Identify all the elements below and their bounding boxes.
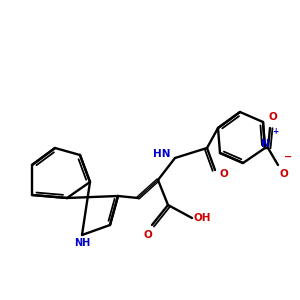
Text: NH: NH	[74, 238, 90, 248]
Text: O: O	[280, 169, 289, 179]
Text: +: +	[272, 127, 278, 136]
Text: −: −	[284, 152, 292, 162]
Text: O: O	[268, 112, 278, 122]
Text: HN: HN	[152, 149, 170, 159]
Text: O: O	[144, 230, 152, 240]
Text: N: N	[261, 139, 269, 149]
Text: OH: OH	[194, 213, 211, 223]
Text: O: O	[220, 169, 229, 179]
